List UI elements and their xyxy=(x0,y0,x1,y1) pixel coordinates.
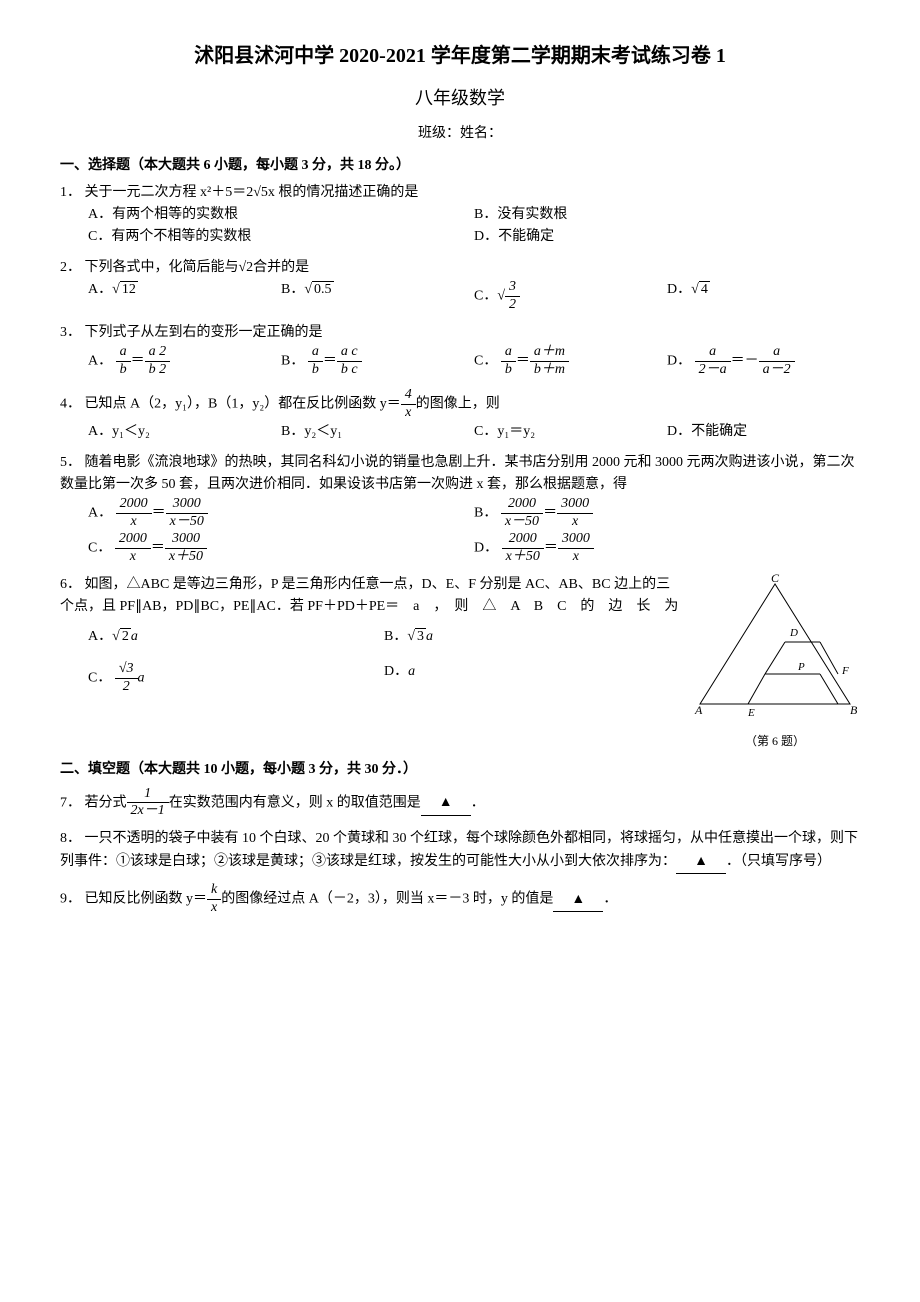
fig-label-E: E xyxy=(747,707,755,719)
q2-optD: D．√4 xyxy=(667,279,860,314)
exam-title: 沭阳县沭河中学 2020-2021 学年度第二学期期末考试练习卷 1 xyxy=(60,40,860,72)
q5-text: 随着电影《流浪地球》的热映，其同名科幻小说的销量也急剧上升．某书店分别用 200… xyxy=(60,455,855,492)
fig-label-C: C xyxy=(771,574,780,585)
q5-num: 5． xyxy=(60,455,81,470)
q9-num: 9． xyxy=(60,892,81,907)
question-3: 3． 下列式子从左到右的变形一定正确的是 A． ab＝a 2b 2 B． ab＝… xyxy=(60,322,860,379)
q1-text: 关于一元二次方程 x²＋5＝2√5x 根的情况描述正确的是 xyxy=(85,185,419,200)
q6-text: 如图，△ABC 是等边三角形，P 是三角形内任意一点，D、E、F 分别是 AC、… xyxy=(60,577,678,614)
q5-optB: B． 2000x－50＝3000x xyxy=(474,496,860,531)
q7-num: 7． xyxy=(60,795,81,810)
q1-optD: D．不能确定 xyxy=(474,226,860,248)
fig-label-F: F xyxy=(841,665,849,677)
question-2: 2． 下列各式中，化简后能与√2合并的是 A．√12 B．√0.5 C．√32 … xyxy=(60,257,860,314)
fig-label-B: B xyxy=(850,703,858,717)
q6-num: 6． xyxy=(60,577,81,592)
question-7: 7． 若分式12x－1在实数范围内有意义，则 x 的取值范围是▲． xyxy=(60,786,860,821)
q3-optC: C． ab＝a＋mb＋m xyxy=(474,344,667,379)
q6-optC: C． √32a xyxy=(88,661,384,696)
section2-header: 二、填空题（本大题共 10 小题，每小题 3 分，共 30 分．） xyxy=(60,759,860,781)
q5-optC: C． 2000x＝3000x＋50 xyxy=(88,531,474,566)
fig-label-D: D xyxy=(789,627,798,639)
question-1: 1． 关于一元二次方程 x²＋5＝2√5x 根的情况描述正确的是 A．有两个相等… xyxy=(60,182,860,249)
fig-label-A: A xyxy=(694,703,703,717)
q1-num: 1． xyxy=(60,185,81,200)
q3-optA: A． ab＝a 2b 2 xyxy=(88,344,281,379)
q3-optD: D． a2－a＝－aa－2 xyxy=(667,344,860,379)
q9-text-pre: 已知反比例函数 y＝ xyxy=(85,892,208,907)
q3-num: 3． xyxy=(60,325,81,340)
exam-subtitle: 八年级数学 xyxy=(60,84,860,113)
q4-text-pre: 已知点 A（2，y₁），B（1，y₂）都在反比例函数 y＝ xyxy=(85,396,401,411)
q6-optD: D．a xyxy=(384,661,680,696)
q7-text-pre: 若分式 xyxy=(85,795,127,810)
q6-fig-caption: （第 6 题） xyxy=(690,732,860,751)
q6-optA: A．√2a xyxy=(88,626,384,648)
q4-optD: D．不能确定 xyxy=(667,421,860,443)
q8-num: 8． xyxy=(60,831,81,846)
q2-optB: B．√0.5 xyxy=(281,279,474,314)
question-4: 4． 已知点 A（2，y₁），B（1，y₂）都在反比例函数 y＝4x的图像上，则… xyxy=(60,387,860,444)
q4-optB: B．y₂＜y₁ xyxy=(281,421,474,443)
q1-optC: C．有两个不相等的实数根 xyxy=(88,226,474,248)
q1-optA: A．有两个相等的实数根 xyxy=(88,204,474,226)
q4-optC: C．y₁＝y₂ xyxy=(474,421,667,443)
q2-optC: C．√32 xyxy=(474,279,667,314)
q5-optA: A． 2000x＝3000x－50 xyxy=(88,496,474,531)
q7-blank: ▲ xyxy=(421,792,471,815)
section1-header: 一、选择题（本大题共 6 小题，每小题 3 分，共 18 分。） xyxy=(60,155,860,177)
q3-optB: B． ab＝a cb c xyxy=(281,344,474,379)
q2-num: 2． xyxy=(60,260,81,275)
q4-optA: A．y₁＜y₂ xyxy=(88,421,281,443)
q1-optB: B．没有实数根 xyxy=(474,204,860,226)
q7-text-mid: 在实数范围内有意义，则 x 的取值范围是 xyxy=(169,795,421,810)
fig-label-P: P xyxy=(797,661,805,673)
q3-text: 下列式子从左到右的变形一定正确的是 xyxy=(85,325,323,340)
q6-figure: C A B D P F E （第 6 题） xyxy=(690,574,860,752)
q6-optB: B．√3a xyxy=(384,626,680,648)
question-9: 9． 已知反比例函数 y＝kx的图像经过点 A（－2，3），则当 x＝－3 时，… xyxy=(60,882,860,917)
question-5: 5． 随着电影《流浪地球》的热映，其同名科幻小说的销量也急剧上升．某书店分别用 … xyxy=(60,452,860,566)
exam-meta: 班级：姓名： xyxy=(60,123,860,145)
q9-text-mid: 的图像经过点 A（－2，3），则当 x＝－3 时，y 的值是 xyxy=(221,892,553,907)
question-8: 8． 一只不透明的袋子中装有 10 个白球、20 个黄球和 30 个红球，每个球… xyxy=(60,828,860,874)
q8-blank: ▲ xyxy=(676,851,726,874)
question-6: C A B D P F E （第 6 题） 6． 如图，△ABC 是等边三角形，… xyxy=(60,574,860,752)
q4-num: 4． xyxy=(60,396,81,411)
q2-optA: A．√12 xyxy=(88,279,281,314)
q9-blank: ▲ xyxy=(553,889,603,912)
q4-text-post: 的图像上，则 xyxy=(416,396,500,411)
q2-text: 下列各式中，化简后能与√2合并的是 xyxy=(85,260,310,275)
q5-optD: D． 2000x＋50＝3000x xyxy=(474,531,860,566)
